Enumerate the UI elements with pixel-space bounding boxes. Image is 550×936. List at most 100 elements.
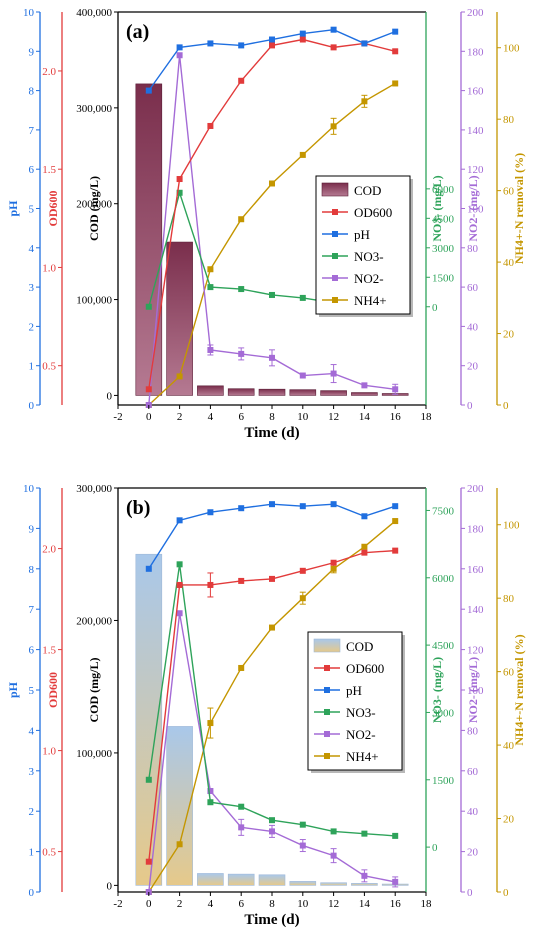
- no2-point: [238, 824, 245, 831]
- cod-tick-label: 0: [107, 390, 113, 402]
- cod-bar: [227, 388, 255, 396]
- od600-point: [361, 549, 368, 556]
- no2-point: [176, 610, 183, 617]
- nh4-tick-label: 100: [503, 43, 520, 55]
- no2-point: [176, 52, 183, 59]
- cod-bar: [166, 241, 193, 396]
- od600-point: [176, 581, 183, 588]
- ph-tick-label: 7: [29, 604, 35, 616]
- nh4-point: [361, 543, 368, 550]
- ph-point: [269, 501, 275, 508]
- od600-point: [238, 577, 245, 584]
- x-tick-label: 10: [297, 898, 309, 910]
- no3-tick-label: 3000: [432, 707, 455, 719]
- ph-tick-label: 3: [29, 282, 35, 294]
- ph-tick-label: 1: [29, 847, 35, 859]
- no3-tick-label: 4500: [432, 213, 455, 225]
- od600-point: [207, 122, 214, 129]
- ph-tick-label: 0: [29, 400, 35, 412]
- cod-tick-label: 200,000: [76, 615, 112, 627]
- ph-tick-label: 10: [23, 483, 35, 495]
- ph-line: [148, 503, 396, 570]
- cod-tick-label: 100,000: [76, 295, 112, 307]
- no3-point: [207, 284, 214, 291]
- cod-bar: [258, 388, 286, 396]
- no3-point: [299, 294, 306, 301]
- x-tick-label: 8: [269, 411, 275, 423]
- no3-tick-label: 6000: [432, 573, 455, 585]
- ph-point: [330, 501, 337, 508]
- nh4-tick-label: 0: [503, 887, 509, 899]
- nh4-tick-label: 20: [503, 814, 515, 826]
- nh4-point: [238, 664, 245, 671]
- no2-tick-label: 40: [467, 806, 479, 818]
- cod-bar: [320, 390, 347, 396]
- nh4-point: [392, 518, 399, 525]
- no3-point: [299, 821, 306, 828]
- nh4-tick-label: 40: [503, 257, 515, 269]
- cod-axis-title: COD (mg/L): [87, 176, 101, 241]
- x-tick-label: 10: [297, 411, 309, 423]
- ph-point: [145, 565, 152, 572]
- x-tick-label: 6: [238, 898, 244, 910]
- nh4-tick-label: 60: [503, 186, 515, 198]
- x-axis-title: Time (d): [244, 912, 299, 928]
- no2-tick-label: 100: [467, 685, 484, 697]
- panel-label: (a): [126, 21, 149, 43]
- ph-point: [176, 517, 183, 524]
- ph-tick-label: 2: [29, 806, 35, 818]
- nh4-point: [299, 595, 306, 602]
- od600-tick-label: 2.0: [42, 66, 56, 78]
- ph-tick-label: 4: [29, 243, 35, 255]
- ph-tick-label: 2: [29, 321, 35, 333]
- cod-bar: [320, 882, 347, 886]
- od600-tick-label: 1.5: [42, 645, 56, 657]
- no2-tick-label: 180: [467, 46, 484, 58]
- x-tick-label: 18: [421, 898, 433, 910]
- cod-axis-title: COD (mg/L): [87, 658, 101, 723]
- no2-tick-label: 60: [467, 282, 479, 294]
- no3-point: [176, 189, 183, 196]
- legend-label: NO3-: [346, 705, 376, 720]
- cod-tick-label: 200,000: [76, 199, 112, 211]
- cod-bar: [351, 883, 378, 886]
- od600-point: [145, 858, 152, 865]
- nh4-point: [176, 373, 183, 380]
- no2-point: [392, 878, 399, 885]
- cod-bar: [289, 389, 317, 396]
- legend-label: COD: [354, 183, 381, 198]
- nh4-point: [207, 720, 214, 727]
- nh4-tick-label: 20: [503, 329, 515, 341]
- no2-point: [207, 346, 214, 353]
- x-tick-label: 16: [390, 411, 402, 423]
- no3-point: [269, 291, 275, 298]
- nh4-tick-label: 80: [503, 593, 515, 605]
- no2-tick-label: 60: [467, 766, 479, 778]
- no2-point: [299, 372, 306, 379]
- ph-tick-label: 10: [23, 7, 35, 19]
- cod-tick-label: 300,000: [76, 483, 112, 495]
- legend-label: NH4+: [346, 749, 379, 764]
- legend-marker: [324, 731, 330, 737]
- x-tick-label: -2: [113, 411, 122, 423]
- nh4-point: [299, 151, 306, 158]
- ph-tick-label: 5: [29, 685, 35, 697]
- x-tick-label: 16: [390, 898, 402, 910]
- no3-point: [176, 561, 183, 568]
- ph-axis-title: pH: [6, 200, 20, 217]
- x-tick-label: 2: [177, 898, 183, 910]
- no2-tick-label: 180: [467, 523, 484, 535]
- ph-point: [392, 28, 399, 35]
- legend-label: NH4+: [354, 293, 387, 308]
- no2-tick-label: 140: [467, 604, 484, 616]
- no2-tick-label: 0: [467, 400, 473, 412]
- od600-point: [176, 176, 183, 183]
- x-tick-label: 0: [146, 411, 152, 423]
- no3-tick-label: 4500: [432, 640, 455, 652]
- cod-bar: [197, 873, 224, 886]
- x-tick-label: 8: [269, 898, 275, 910]
- nh4-point: [330, 565, 337, 572]
- ph-point: [207, 509, 214, 516]
- ph-tick-label: 5: [29, 204, 35, 216]
